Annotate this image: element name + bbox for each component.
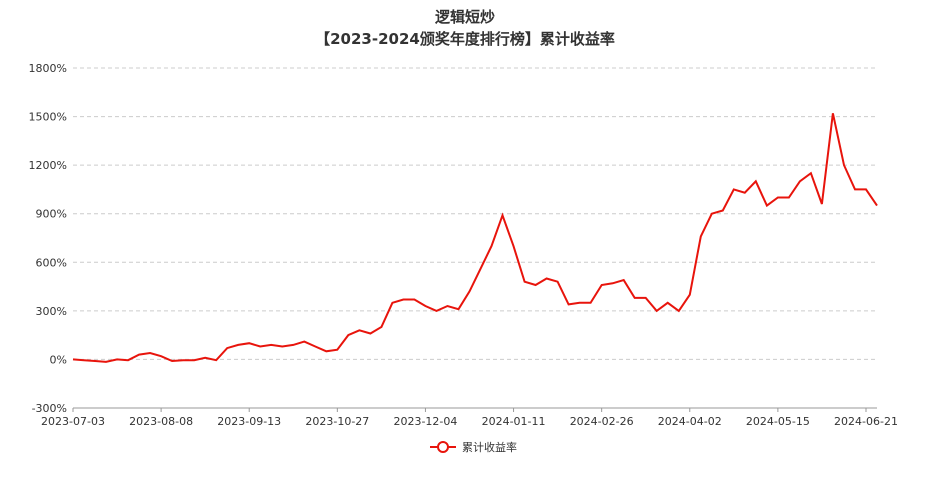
legend-marker xyxy=(437,441,449,453)
chart-title: 逻辑短炒 xyxy=(435,8,495,26)
y-tick-label: 300% xyxy=(36,305,67,318)
line xyxy=(72,113,878,363)
y-tick-label: 900% xyxy=(36,208,67,221)
x-tick-label: 2023-12-04 xyxy=(393,415,457,428)
x-tick-label: 2024-05-15 xyxy=(746,415,810,428)
x-tick-label: 2024-04-02 xyxy=(658,415,722,428)
y-tick-label: 1200% xyxy=(29,159,67,172)
y-tick-label: 1500% xyxy=(29,111,67,124)
y-tick-label: 0% xyxy=(50,353,67,366)
x-tick-label: 2024-01-11 xyxy=(482,415,546,428)
legend-label: 累计收益率 xyxy=(462,440,517,454)
x-tick-label: 2023-07-03 xyxy=(41,415,105,428)
x-tick-label: 2023-09-13 xyxy=(217,415,281,428)
chart-subtitle: 【2023-2024颁奖年度排行榜】累计收益率 xyxy=(315,30,615,48)
y-tick-label: -300% xyxy=(32,402,67,415)
x-tick-label: 2023-10-27 xyxy=(305,415,369,428)
x-tick-label: 2023-08-08 xyxy=(129,415,193,428)
x-tick-label: 2024-02-26 xyxy=(570,415,634,428)
y-tick-label: 1800% xyxy=(29,62,67,75)
y-tick-label: 600% xyxy=(36,256,67,269)
x-tick-label: 2024-06-21 xyxy=(834,415,898,428)
